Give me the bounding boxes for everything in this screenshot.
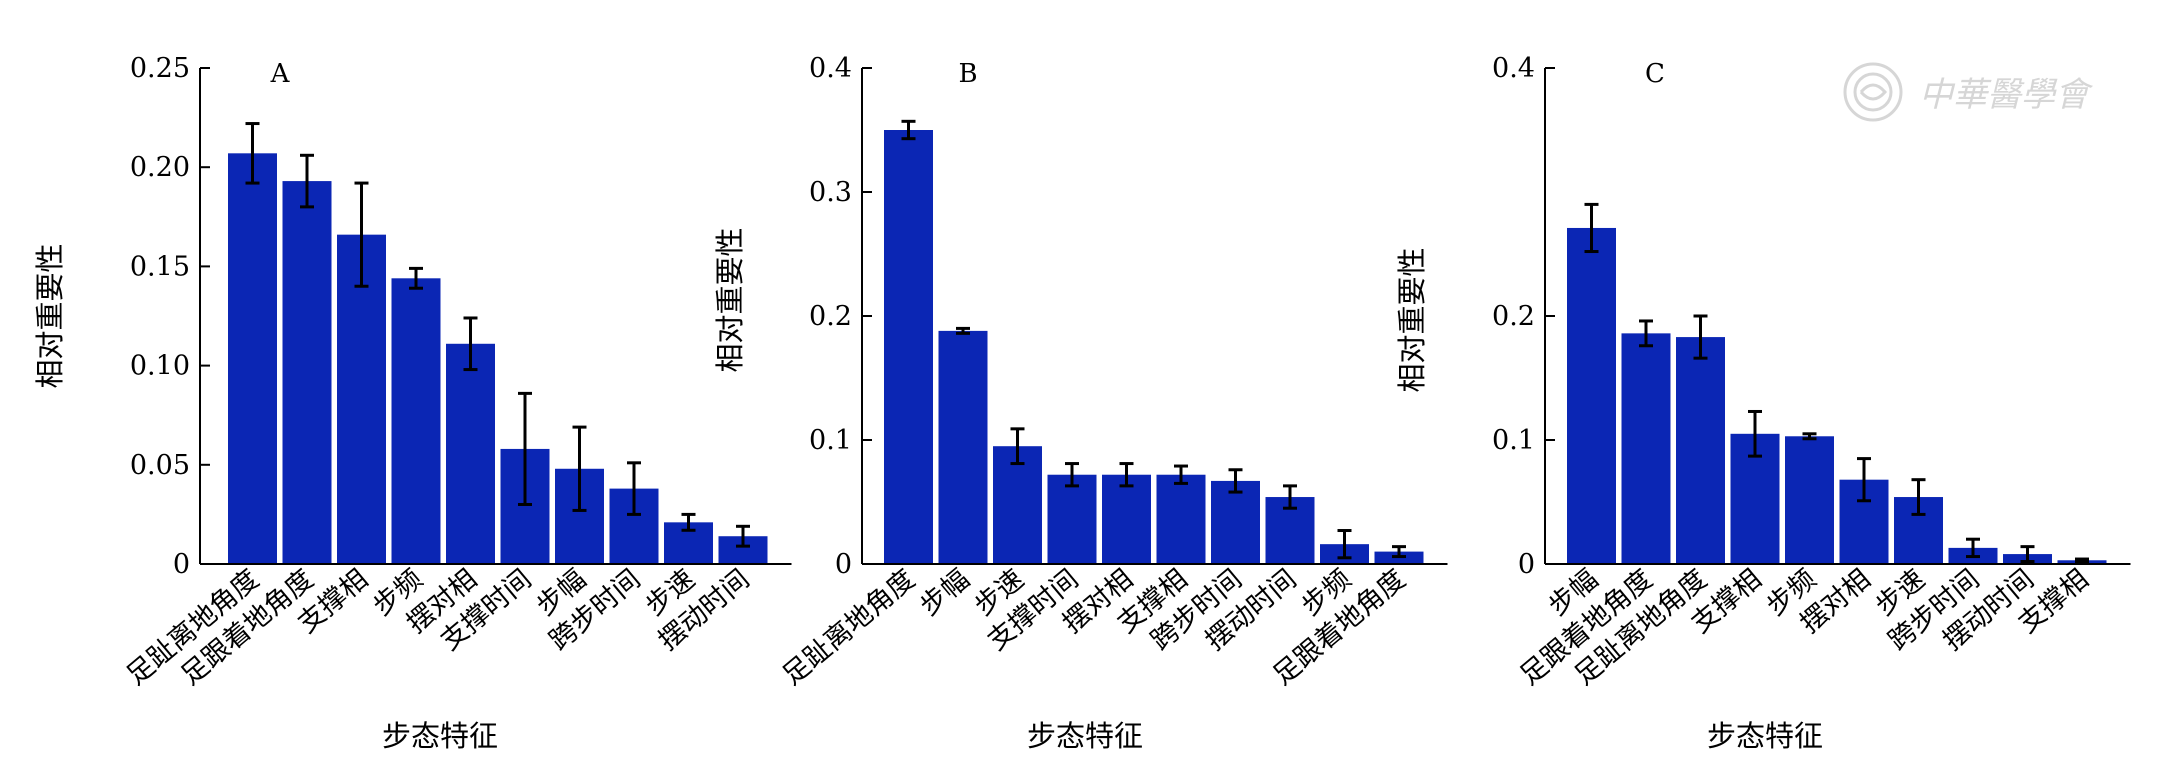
bar [993, 446, 1042, 564]
bar [228, 153, 277, 564]
chart-panel-B: 足趾离地角度步幅步速支撑时间摆对相支撑相跨步时间摆动时间步频足跟着地角度00.1… [713, 53, 1448, 753]
bar [282, 181, 332, 564]
y-tick-label: 0.2 [809, 301, 852, 332]
panel-title: A [270, 59, 291, 89]
y-tick-label: 0 [1518, 549, 1535, 580]
panel-title: C [1645, 59, 1665, 89]
y-tick-label: 0 [835, 549, 852, 580]
bar [1047, 474, 1097, 564]
y-axis-label: 相对重要性 [33, 243, 67, 388]
bar [1102, 474, 1151, 564]
y-tick-label: 0 [173, 549, 190, 580]
bar [938, 330, 988, 564]
y-axis-label: 相对重要性 [1395, 247, 1429, 392]
bar [1785, 436, 1834, 564]
y-tick-label: 0.25 [130, 53, 190, 84]
bar [391, 278, 441, 564]
bar [884, 130, 933, 564]
bar [1676, 337, 1725, 564]
category-label: 足趾离地角度 [777, 564, 921, 692]
y-tick-label: 0.15 [130, 251, 190, 282]
chart-panel-C: 步幅足跟着地角度足趾离地角度支撑相步频摆对相步速跨步时间摆动时间支撑相00.10… [1395, 53, 2131, 753]
x-axis-label: 步态特征 [1707, 719, 1823, 753]
y-tick-label: 0.3 [809, 177, 852, 208]
x-axis-label: 步态特征 [1027, 719, 1143, 753]
y-tick-label: 0.1 [1492, 425, 1535, 456]
bar [1156, 474, 1206, 564]
y-tick-label: 0.20 [130, 152, 190, 183]
society-seal-icon [1843, 62, 1903, 122]
bar [1211, 480, 1260, 564]
bar [1621, 333, 1671, 564]
y-tick-label: 0.05 [130, 450, 190, 481]
bar [1567, 227, 1616, 564]
watermark-text: 中華醫學會 [1919, 75, 2094, 115]
bar [446, 343, 495, 564]
x-axis-label: 步态特征 [382, 719, 498, 753]
chart-panel-A: 足趾离地角度足跟着地角度支撑相步频摆对相支撑时间步幅跨步时间步速摆动时间00.0… [33, 53, 792, 753]
y-tick-label: 0.2 [1492, 301, 1535, 332]
y-tick-label: 0.4 [809, 53, 852, 84]
y-tick-label: 0.10 [130, 351, 190, 382]
y-tick-label: 0.1 [809, 425, 852, 456]
y-tick-label: 0.4 [1492, 53, 1535, 84]
y-axis-label: 相对重要性 [713, 227, 747, 372]
bar [337, 234, 386, 564]
category-label: 步幅 [914, 564, 975, 622]
panel-title: B [958, 59, 977, 89]
watermark: 中華醫學會 [1835, 56, 2135, 136]
